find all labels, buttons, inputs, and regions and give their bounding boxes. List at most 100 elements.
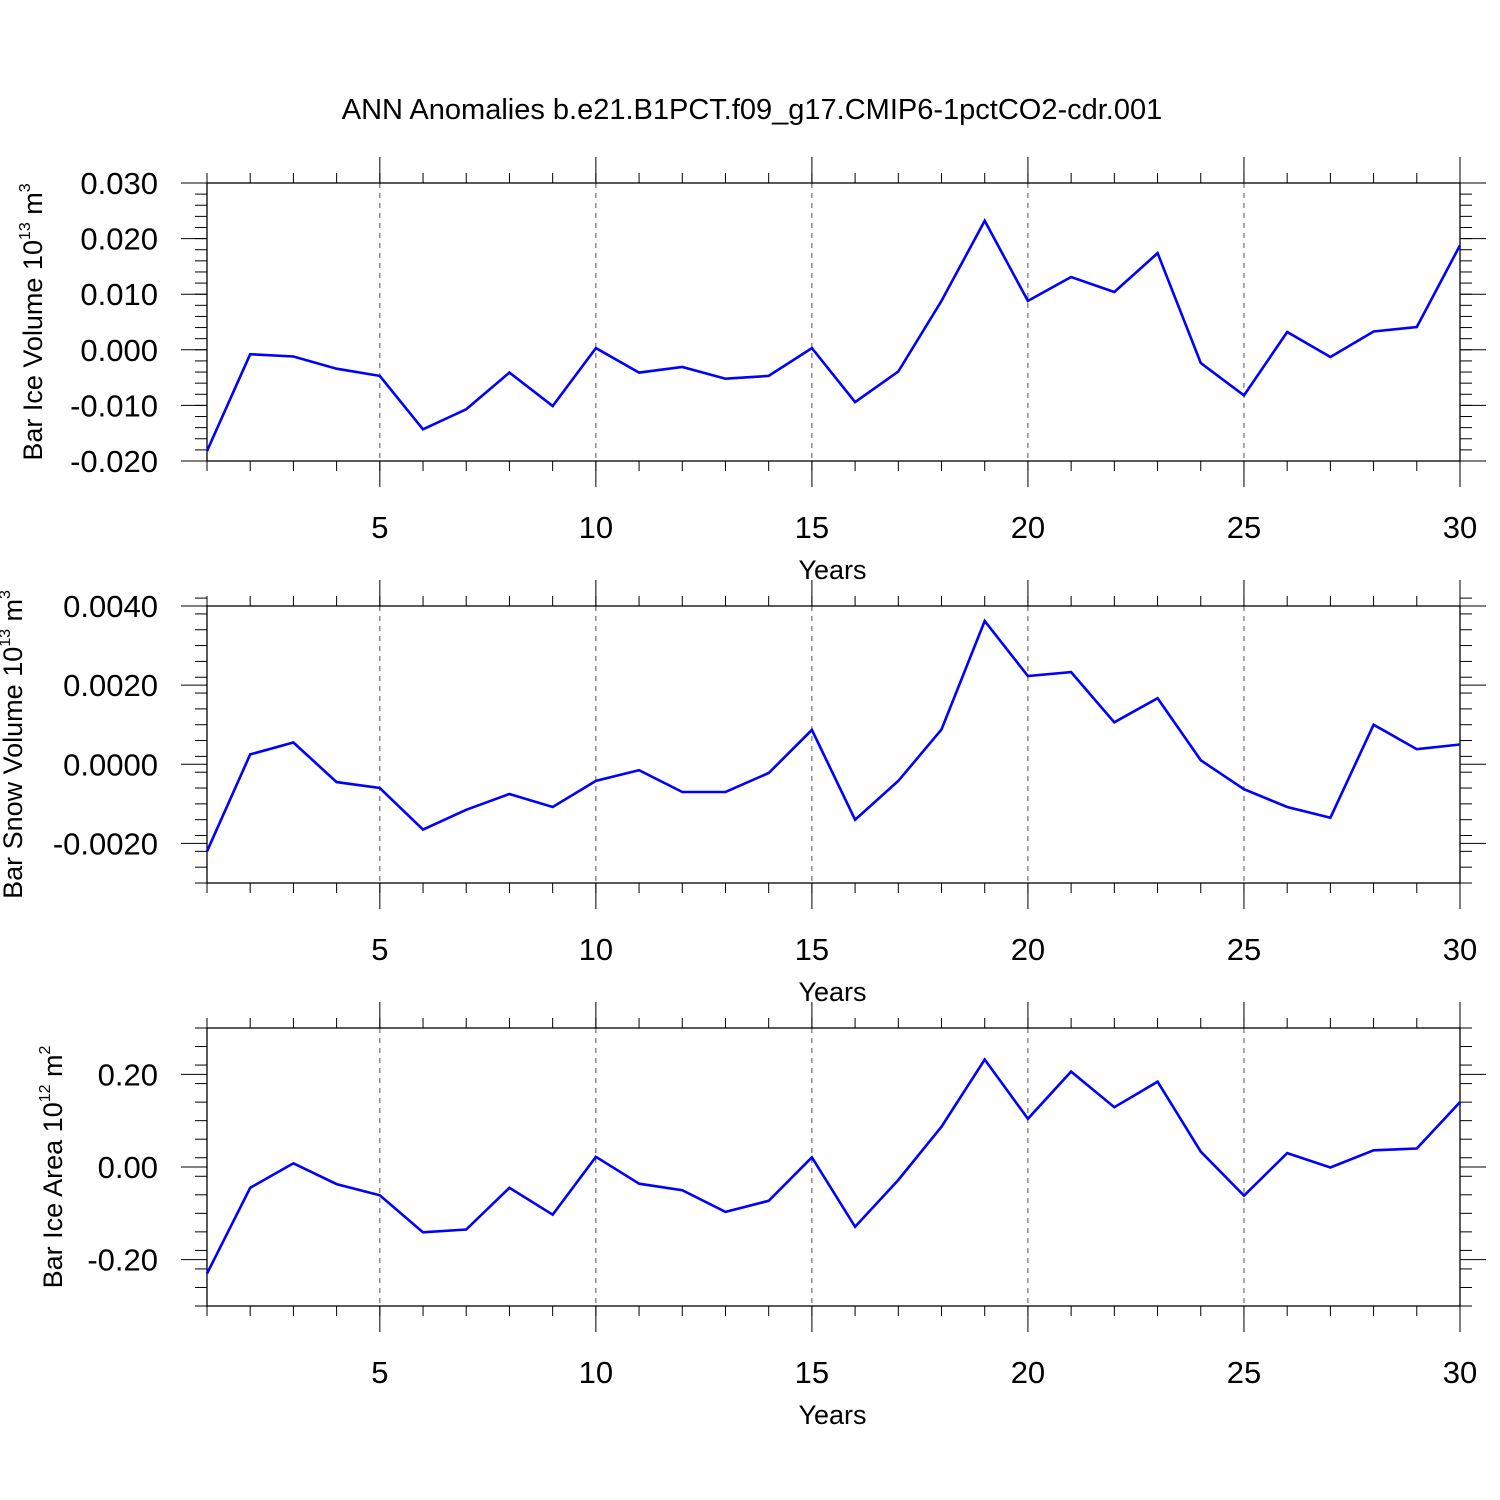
bar-snow-volume-ytick-label: -0.0020 xyxy=(53,826,158,861)
bar-snow-volume-data-point xyxy=(1027,675,1029,677)
bar-ice-area-data-point xyxy=(1070,1070,1072,1072)
bar-snow-volume-data-point xyxy=(811,729,813,731)
bar-ice-volume-data-point xyxy=(335,368,337,370)
bar-snow-volume-xtick-label: 20 xyxy=(1011,932,1045,967)
bar-ice-volume-data-point xyxy=(1372,330,1374,332)
bar-snow-volume-data-point xyxy=(508,793,510,795)
bar-ice-volume-data-point xyxy=(854,401,856,403)
bar-snow-volume-data-point xyxy=(206,850,208,852)
bar-ice-area-xtick-label: 5 xyxy=(371,1355,388,1390)
bar-snow-volume-data-point xyxy=(1243,788,1245,790)
bar-ice-area-plot-frame xyxy=(206,1027,1461,1307)
bar-ice-volume-data-point xyxy=(1243,394,1245,396)
bar-snow-volume-data-point xyxy=(1416,748,1418,750)
bar-ice-volume-data-point xyxy=(1459,244,1461,246)
bar-ice-area-data-point xyxy=(1459,1101,1461,1103)
bar-ice-area-data-point xyxy=(1372,1149,1374,1151)
bar-snow-volume-ytick-label: 0.0020 xyxy=(63,668,158,703)
bar-ice-area-xtick-label: 20 xyxy=(1011,1355,1045,1390)
bar-ice-volume-data-point xyxy=(379,375,381,377)
bar-snow-volume-data-point xyxy=(595,780,597,782)
bar-ice-volume-data-point xyxy=(681,366,683,368)
bar-ice-area-data-point xyxy=(595,1156,597,1158)
bar-snow-volume-data-point xyxy=(940,728,942,730)
bar-ice-volume-ytick-label: 0.030 xyxy=(80,166,158,201)
bar-ice-volume-data-point xyxy=(595,347,597,349)
bar-ice-volume-data-point xyxy=(724,378,726,380)
bar-snow-volume-data-point xyxy=(335,781,337,783)
bar-ice-volume-ylabel: Bar Ice Volume 1013 m3 xyxy=(17,183,48,460)
bar-ice-area-data-point xyxy=(854,1226,856,1228)
bar-ice-volume-data-point xyxy=(638,371,640,373)
bar-ice-area-data-point xyxy=(1027,1118,1029,1120)
bar-snow-volume-data-point xyxy=(984,620,986,622)
bar-ice-volume-data-point xyxy=(811,347,813,349)
bar-ice-area-data-point xyxy=(422,1231,424,1233)
bar-ice-area-data-point xyxy=(638,1182,640,1184)
bar-snow-volume-data-point xyxy=(1200,759,1202,761)
bar-snow-volume-data-point xyxy=(724,791,726,793)
bar-ice-volume-data-point xyxy=(1329,356,1331,358)
bar-snow-volume-xtick-label: 10 xyxy=(579,932,613,967)
bar-snow-volume-xtick-label: 30 xyxy=(1443,932,1477,967)
bar-snow-volume-data-point xyxy=(681,791,683,793)
bar-ice-area-data-point xyxy=(940,1125,942,1127)
bar-snow-volume-data-point xyxy=(638,769,640,771)
bar-ice-volume-data-point xyxy=(940,300,942,302)
bar-snow-volume-data-point xyxy=(1459,743,1461,745)
bar-ice-volume-data-point xyxy=(1200,362,1202,364)
bar-ice-area-data-point xyxy=(1156,1081,1158,1083)
bar-snow-volume-data-point xyxy=(1156,697,1158,699)
bar-ice-volume-ytick-label: 0.000 xyxy=(80,333,158,368)
bar-snow-volume-data-point xyxy=(897,780,899,782)
bar-ice-volume-data-point xyxy=(984,220,986,222)
bar-ice-area-data-point xyxy=(206,1272,208,1274)
bar-ice-area-data-point xyxy=(1200,1151,1202,1153)
bar-ice-area-series-line xyxy=(205,1057,1461,1275)
bar-ice-volume-ytick-label: 0.010 xyxy=(80,277,158,312)
bar-ice-area-data-point xyxy=(292,1162,294,1164)
bar-ice-volume-xtick-label: 15 xyxy=(795,510,829,545)
bar-ice-area-data-point xyxy=(1286,1152,1288,1154)
bar-ice-area-data-point xyxy=(767,1200,769,1202)
bar-snow-volume-ytick-label: 0.0000 xyxy=(63,747,158,782)
bar-ice-volume-data-point xyxy=(249,353,251,355)
bar-snow-volume-data-point xyxy=(551,806,553,808)
bar-snow-volume-ytick-label: 0.0040 xyxy=(63,589,158,624)
bar-ice-area-xtick-label: 25 xyxy=(1227,1355,1261,1390)
bar-ice-volume-data-point xyxy=(897,370,899,372)
bar-ice-area-data-point xyxy=(897,1179,899,1181)
bar-ice-area-xtick-label: 30 xyxy=(1443,1355,1477,1390)
bar-snow-volume-xlabel: Years xyxy=(798,977,866,1007)
bar-ice-volume-data-point xyxy=(292,355,294,357)
bar-ice-volume-data-point xyxy=(508,371,510,373)
bar-snow-volume-data-point xyxy=(1329,817,1331,819)
bar-ice-volume-data-point xyxy=(1027,300,1029,302)
bar-ice-area-data-point xyxy=(379,1194,381,1196)
bar-ice-area-data-point xyxy=(249,1187,251,1189)
bar-ice-area-data-point xyxy=(335,1183,337,1185)
bar-snow-volume-xtick-label: 15 xyxy=(795,932,829,967)
bar-snow-volume-data-point xyxy=(854,818,856,820)
bar-snow-volume-xtick-label: 5 xyxy=(371,932,388,967)
bar-ice-area-ytick-label: -0.20 xyxy=(87,1243,158,1278)
bar-snow-volume-data-point xyxy=(1286,806,1288,808)
bar-ice-area-data-point xyxy=(681,1189,683,1191)
bar-ice-volume-data-point xyxy=(551,405,553,407)
bar-ice-volume-xtick-label: 25 xyxy=(1227,510,1261,545)
bar-ice-area-xtick-label: 10 xyxy=(579,1355,613,1390)
bar-snow-volume-series-line xyxy=(205,618,1461,852)
bar-ice-area-data-point xyxy=(1243,1195,1245,1197)
bar-snow-volume-plot-frame xyxy=(206,605,1461,884)
bar-snow-volume-data-point xyxy=(1113,721,1115,723)
bar-snow-volume-data-point xyxy=(1070,671,1072,673)
bar-snow-volume-data-point xyxy=(379,787,381,789)
bar-ice-volume-data-point xyxy=(206,450,208,452)
bar-ice-volume-ytick-label: -0.020 xyxy=(70,444,158,479)
bar-ice-area-data-point xyxy=(465,1228,467,1230)
bar-ice-volume-data-point xyxy=(465,408,467,410)
bar-ice-volume-xtick-label: 30 xyxy=(1443,510,1477,545)
bar-ice-area-data-point xyxy=(1416,1147,1418,1149)
